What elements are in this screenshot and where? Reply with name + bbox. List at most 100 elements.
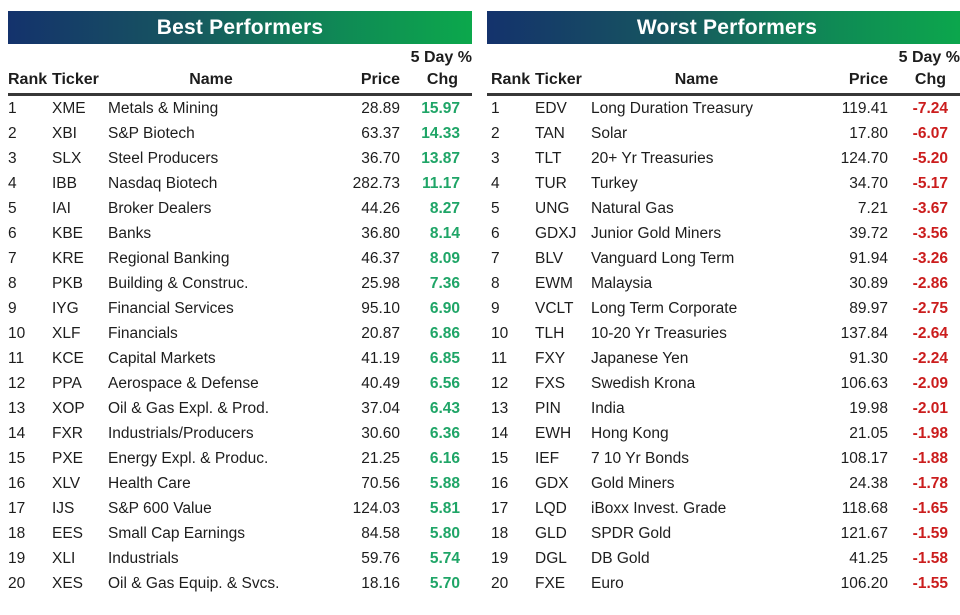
table-row: 17 LQD iBoxx Invest. Grade 118.68 -1.65 [487,496,960,521]
ticker-cell: KCE [52,349,84,367]
rank-cell: 9 [491,299,500,317]
rank-cell: 16 [8,474,26,492]
ticker-cell: PPA [52,374,82,392]
table-row: 13 XOP Oil & Gas Expl. & Prod. 37.04 6.43 [8,396,472,421]
chg-cell: -1.65 [912,499,948,517]
rank-cell: 19 [491,549,509,567]
name-cell: Banks [108,224,152,242]
ticker-cell: XES [52,574,84,592]
chg-cell: 5.70 [429,574,460,592]
chg-cell: -1.58 [912,549,948,567]
worst-performers-table-body: 1 EDV Long Duration Treasury 119.41 -7.24 2 TA… [487,93,960,596]
table-row: 5 IAI Broker Dealers 44.26 8.27 [8,196,472,221]
price-cell: 282.73 [352,174,400,192]
price-cell: 21.05 [849,424,888,442]
price-cell: 24.38 [849,474,888,492]
price-cell: 106.20 [840,574,888,592]
best-performers-title-bar: Best Performers [8,11,472,44]
ticker-cell: FXS [535,374,566,392]
chg-cell: -2.64 [912,324,948,342]
ticker-cell: XOP [52,399,85,417]
table-title: Best Performers [156,15,324,39]
table-row: 9 IYG Financial Services 95.10 6.90 [8,296,472,321]
price-cell: 137.84 [840,324,888,342]
column-header-row: Rank Ticker Name Price Chg [8,68,472,91]
ticker-cell: VCLT [535,299,574,317]
chg-cell: 6.85 [429,349,460,367]
name-cell: iBoxx Invest. Grade [591,499,727,517]
price-cell: 95.10 [361,299,400,317]
table-row: 2 XBI S&P Biotech 63.37 14.33 [8,121,472,146]
table-row: 14 EWH Hong Kong 21.05 -1.98 [487,421,960,446]
name-cell: Oil & Gas Equip. & Svcs. [108,574,280,592]
ticker-cell: XLF [52,324,81,342]
ticker-cell: IEF [535,449,560,467]
rank-cell: 2 [491,124,500,142]
name-cell: Turkey [591,174,638,192]
ticker-cell: KBE [52,224,84,242]
best-performers-table: Best Performers 5 Day % Rank Ticker Name… [8,11,472,596]
chg-cell: -5.20 [912,149,948,167]
name-cell: Financials [108,324,178,342]
rank-cell: 12 [8,374,26,392]
name-cell: Steel Producers [108,149,219,167]
table-row: 20 FXE Euro 106.20 -1.55 [487,571,960,596]
name-cell: Malaysia [591,274,653,292]
table-row: 10 XLF Financials 20.87 6.86 [8,321,472,346]
price-cell: 28.89 [361,99,400,117]
table-row: 14 FXR Industrials/Producers 30.60 6.36 [8,421,472,446]
ticker-cell: FXY [535,349,566,367]
ticker-cell: DGL [535,549,567,567]
table-row: 11 FXY Japanese Yen 91.30 -2.24 [487,346,960,371]
rank-cell: 15 [8,449,26,467]
price-cell: 108.17 [840,449,888,467]
chg-cell: -6.07 [912,124,948,142]
name-cell: Hong Kong [591,424,669,442]
name-cell: Broker Dealers [108,199,212,217]
table-row: 12 FXS Swedish Krona 106.63 -2.09 [487,371,960,396]
name-cell: Oil & Gas Expl. & Prod. [108,399,270,417]
table-title: Worst Performers [636,15,818,39]
table-row: 1 XME Metals & Mining 28.89 15.97 [8,96,472,121]
table-row: 6 KBE Banks 36.80 8.14 [8,221,472,246]
rank-cell: 13 [491,399,509,417]
rank-cell: 17 [491,499,509,517]
name-cell: S&P 600 Value [108,499,212,517]
name-cell: 10-20 Yr Treasuries [591,324,727,342]
table-row: 8 PKB Building & Construc. 25.98 7.36 [8,271,472,296]
rank-cell: 13 [8,399,26,417]
rank-cell: 4 [491,174,500,192]
price-cell: 91.94 [849,249,888,267]
change-period-label: 5 Day % [898,49,960,66]
chg-cell: -5.17 [912,174,948,192]
table-row: 5 UNG Natural Gas 7.21 -3.67 [487,196,960,221]
name-cell: Natural Gas [591,199,674,217]
chg-cell: 5.81 [429,499,460,517]
ticker-cell: XME [52,99,86,117]
rank-cell: 1 [491,99,500,117]
rank-cell: 11 [8,349,25,367]
table-row: 6 GDXJ Junior Gold Miners 39.72 -3.56 [487,221,960,246]
table-row: 17 IJS S&P 600 Value 124.03 5.81 [8,496,472,521]
rank-cell: 10 [491,324,509,342]
ticker-cell: XBI [52,124,77,142]
name-cell: Metals & Mining [108,99,219,117]
rank-cell: 6 [8,224,17,242]
rank-cell: 7 [491,249,500,267]
table-row: 1 EDV Long Duration Treasury 119.41 -7.24 [487,96,960,121]
ticker-column-header: Ticker [535,70,582,88]
ticker-cell: IJS [52,499,75,517]
rank-cell: 14 [8,424,26,442]
ticker-cell: SLX [52,149,82,167]
table-row: 7 BLV Vanguard Long Term 91.94 -3.26 [487,246,960,271]
chg-cell: -1.88 [912,449,948,467]
chg-cell: 6.43 [429,399,460,417]
name-cell: Vanguard Long Term [591,249,735,267]
table-row: 7 KRE Regional Banking 46.37 8.09 [8,246,472,271]
rank-cell: 7 [8,249,17,267]
chg-cell: 7.36 [429,274,460,292]
ticker-cell: PKB [52,274,84,292]
best-performers-table-body: 1 XME Metals & Mining 28.89 15.97 2 XBI S&P Bio… [8,93,472,596]
table-row: 16 GDX Gold Miners 24.38 -1.78 [487,471,960,496]
